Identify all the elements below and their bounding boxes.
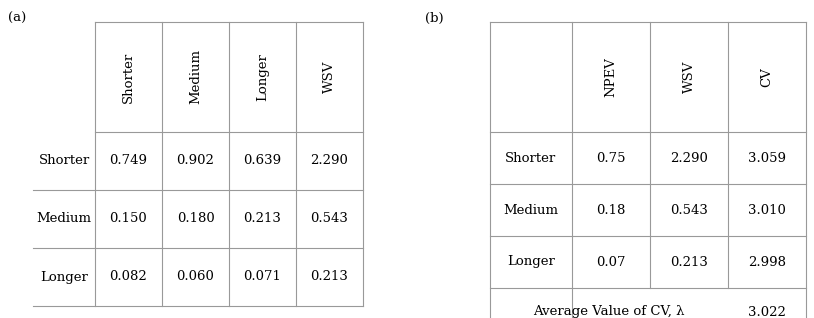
Text: 2.998: 2.998 [748, 255, 786, 268]
Text: Shorter: Shorter [38, 155, 90, 168]
Text: WSV: WSV [323, 61, 336, 93]
Text: WSV: WSV [682, 61, 695, 93]
Text: 2.290: 2.290 [311, 155, 348, 168]
Text: 0.639: 0.639 [243, 155, 282, 168]
Text: Shorter: Shorter [505, 151, 557, 164]
Text: 0.543: 0.543 [670, 204, 708, 217]
Text: 0.18: 0.18 [597, 204, 626, 217]
Text: Medium: Medium [504, 204, 558, 217]
Text: 0.213: 0.213 [670, 255, 708, 268]
Text: 0.213: 0.213 [243, 212, 282, 225]
Text: Medium: Medium [37, 212, 91, 225]
Text: 0.07: 0.07 [596, 255, 626, 268]
Text: 3.059: 3.059 [748, 151, 786, 164]
Text: Longer: Longer [40, 271, 88, 284]
Text: Average Value of CV, λ: Average Value of CV, λ [533, 306, 685, 318]
Text: 0.543: 0.543 [311, 212, 348, 225]
Text: (a): (a) [8, 12, 26, 25]
Text: 0.082: 0.082 [110, 271, 147, 284]
Text: Longer: Longer [256, 53, 269, 101]
Text: 0.749: 0.749 [110, 155, 147, 168]
Text: Shorter: Shorter [122, 52, 135, 103]
Text: 3.022: 3.022 [748, 306, 786, 318]
Text: 0.150: 0.150 [110, 212, 147, 225]
Text: NPEV: NPEV [605, 57, 618, 97]
Text: 0.060: 0.060 [177, 271, 214, 284]
Text: 0.213: 0.213 [311, 271, 348, 284]
Text: Longer: Longer [507, 255, 555, 268]
Text: CV: CV [760, 67, 773, 87]
Text: 0.902: 0.902 [177, 155, 214, 168]
Text: (b): (b) [425, 12, 444, 25]
Text: 0.75: 0.75 [596, 151, 626, 164]
Text: 0.180: 0.180 [177, 212, 214, 225]
Text: 0.071: 0.071 [243, 271, 282, 284]
Text: 2.290: 2.290 [670, 151, 708, 164]
Text: 3.010: 3.010 [748, 204, 786, 217]
Text: Medium: Medium [189, 50, 202, 105]
